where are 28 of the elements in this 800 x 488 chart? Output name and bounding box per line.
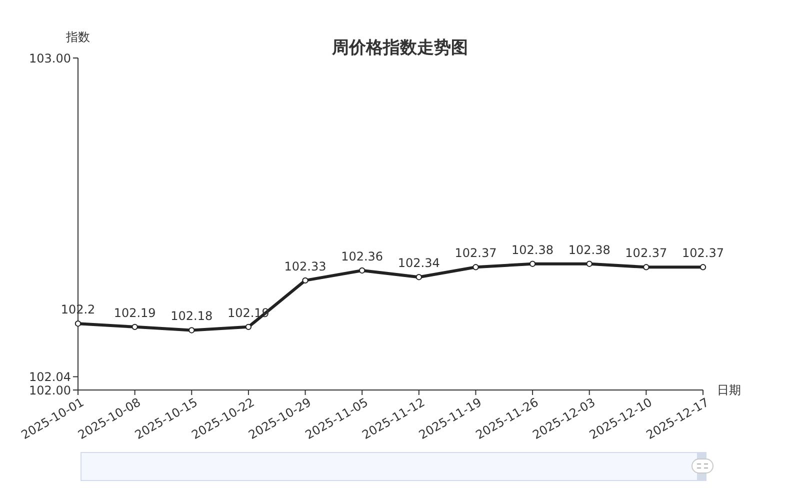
point <box>132 324 138 330</box>
data-label: 102.37 <box>454 246 497 260</box>
point <box>586 260 592 267</box>
point <box>472 264 479 270</box>
point <box>358 267 366 274</box>
y-tick-label: 102.04 <box>29 370 71 384</box>
y-tick-label: 102.00 <box>29 383 71 398</box>
point <box>245 324 252 330</box>
data-label: 102.36 <box>341 249 384 264</box>
data-label: 102.19 <box>114 306 156 320</box>
point <box>643 264 650 270</box>
y-axis-title: 指数 <box>65 29 91 46</box>
x-axis-title: 日期 <box>717 382 741 399</box>
point <box>416 274 422 280</box>
data-label: 102.33 <box>284 259 326 274</box>
point <box>302 277 308 284</box>
point <box>529 260 536 267</box>
y-tick-label: 103.00 <box>29 51 71 66</box>
data-label: 102.38 <box>512 242 554 257</box>
data-label: 102.37 <box>682 246 724 260</box>
data-label: 102.38 <box>568 242 610 257</box>
point <box>74 320 82 327</box>
point <box>700 264 706 270</box>
data-label: 102.34 <box>398 256 440 270</box>
data-label: 102.18 <box>170 309 213 324</box>
chart-title: 周价格指数走势图 <box>332 38 468 58</box>
data-label: 102.37 <box>625 246 668 260</box>
point <box>188 327 195 334</box>
